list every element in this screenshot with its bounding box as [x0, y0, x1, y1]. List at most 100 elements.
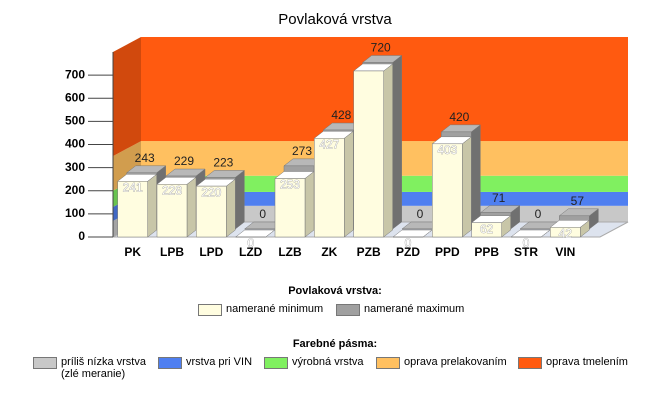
value-label: 62: [480, 222, 494, 236]
y-tick-label: 300: [65, 160, 85, 174]
x-tick-label: LPB: [160, 245, 184, 259]
bar-face: [196, 185, 227, 238]
band-legend-item: oprava tmelením: [518, 356, 668, 369]
bar-face: [274, 178, 306, 238]
value-label: 42: [559, 226, 573, 240]
band-shade: [113, 37, 141, 157]
bar: [510, 229, 551, 238]
x-tick-label: PZB: [357, 245, 381, 259]
x-tick-label: LZD: [239, 245, 263, 259]
x-tick-label: VIN: [555, 245, 575, 259]
bar: [470, 215, 512, 238]
value-label: 420: [449, 110, 469, 124]
legend-swatch: [158, 357, 182, 369]
legend-label: namerané minimum: [226, 303, 324, 315]
chart-title: Povlaková vrstva: [278, 11, 392, 28]
legend-swatch: [33, 357, 57, 369]
bar-face: [471, 222, 502, 238]
legend-title: Povlaková vrstva:: [288, 285, 382, 297]
legend-label: vrstva pri VIN: [186, 356, 253, 368]
bar-face: [147, 173, 157, 238]
legend-label: namerané maximum: [364, 303, 465, 315]
bar: [352, 63, 394, 238]
band-legend-item: výrobná vrstva: [264, 356, 374, 369]
value-label: 0: [523, 236, 530, 250]
legend-label: oprava prelakovaním: [404, 356, 507, 368]
band-legend-item: vrstva pri VIN: [158, 356, 258, 369]
legend-swatch: [376, 357, 400, 369]
bar-face: [156, 184, 188, 238]
bands-title: Farebné pásma:: [292, 338, 378, 350]
bar-face: [550, 227, 581, 238]
x-tick-label: PK: [124, 245, 141, 259]
legend-label: oprava tmelením: [546, 356, 628, 368]
bar-face: [186, 176, 197, 238]
bar-face: [471, 124, 481, 230]
bar-face: [226, 178, 236, 238]
value-label: 403: [437, 143, 457, 157]
x-tick-label: PPB: [474, 245, 499, 259]
band-side: [113, 37, 141, 157]
bar-face: [392, 54, 402, 230]
bar: [116, 173, 158, 238]
legend-label: príliš nízka vrstva (zlé meranie): [61, 356, 146, 380]
bar: [274, 170, 315, 238]
bar-face: [344, 130, 354, 238]
legend-swatch: [518, 357, 542, 369]
y-tick-label: 100: [65, 206, 85, 220]
bar-face: [117, 181, 148, 238]
bar-face: [383, 63, 393, 238]
bar-face: [304, 170, 315, 238]
bar-face: [314, 138, 345, 238]
bar: [195, 178, 237, 238]
bar-face: [235, 169, 245, 230]
bar-face: [432, 143, 463, 238]
value-label: 427: [319, 137, 339, 151]
legend-swatch: [264, 357, 288, 369]
x-tick-label: PZD: [396, 245, 420, 259]
value-label: 253: [280, 178, 300, 192]
value-label: 243: [135, 151, 155, 165]
value-label: 229: [174, 154, 194, 168]
value-label: 273: [292, 144, 312, 158]
value-label: 57: [571, 194, 585, 208]
value-label: 428: [331, 108, 351, 122]
value-label: 0: [259, 207, 266, 221]
chart: Povlaková vrstva 0 100 200 300 400 500 600 700 2…: [65, 11, 629, 259]
y-tick-label: 700: [65, 67, 85, 81]
band-legend-item: príliš nízka vrstva (zlé meranie): [33, 356, 148, 380]
x-tick-label: ZK: [321, 245, 337, 259]
bar: [431, 136, 473, 238]
bar: [156, 176, 197, 238]
x-tick-label: PPD: [435, 245, 460, 259]
value-label: 228: [162, 183, 182, 197]
legend-swatch: [336, 304, 360, 316]
y-tick-label: 400: [65, 137, 85, 151]
value-label: 0: [247, 236, 254, 250]
value-label: 71: [492, 191, 506, 205]
value-label: 0: [535, 207, 542, 221]
band-legend-item: oprava prelakovaním: [376, 356, 516, 369]
legend-item: namerané maximum: [336, 303, 464, 316]
bar-face: [462, 136, 472, 238]
x-tick-label: LPD: [199, 245, 223, 259]
bar: [549, 219, 591, 238]
x-tick-label: STR: [514, 245, 538, 259]
value-label: 220: [201, 185, 221, 199]
y-tick-label: 600: [65, 90, 85, 104]
bar: [234, 229, 276, 238]
x-tick-label: LZB: [278, 245, 302, 259]
y-tick-label: 500: [65, 114, 85, 128]
bar: [313, 130, 355, 238]
legend-label: výrobná vrstva: [292, 356, 364, 368]
value-label: 720: [371, 41, 391, 55]
legend-swatch: [198, 304, 222, 316]
bar: [392, 229, 433, 238]
y-tick-label: 200: [65, 183, 85, 197]
value-label: 223: [213, 156, 233, 170]
y-tick-label: 0: [78, 229, 85, 243]
legend-item: namerané minimum: [198, 303, 323, 316]
value-label: 241: [123, 180, 143, 194]
bar-face: [353, 70, 384, 238]
